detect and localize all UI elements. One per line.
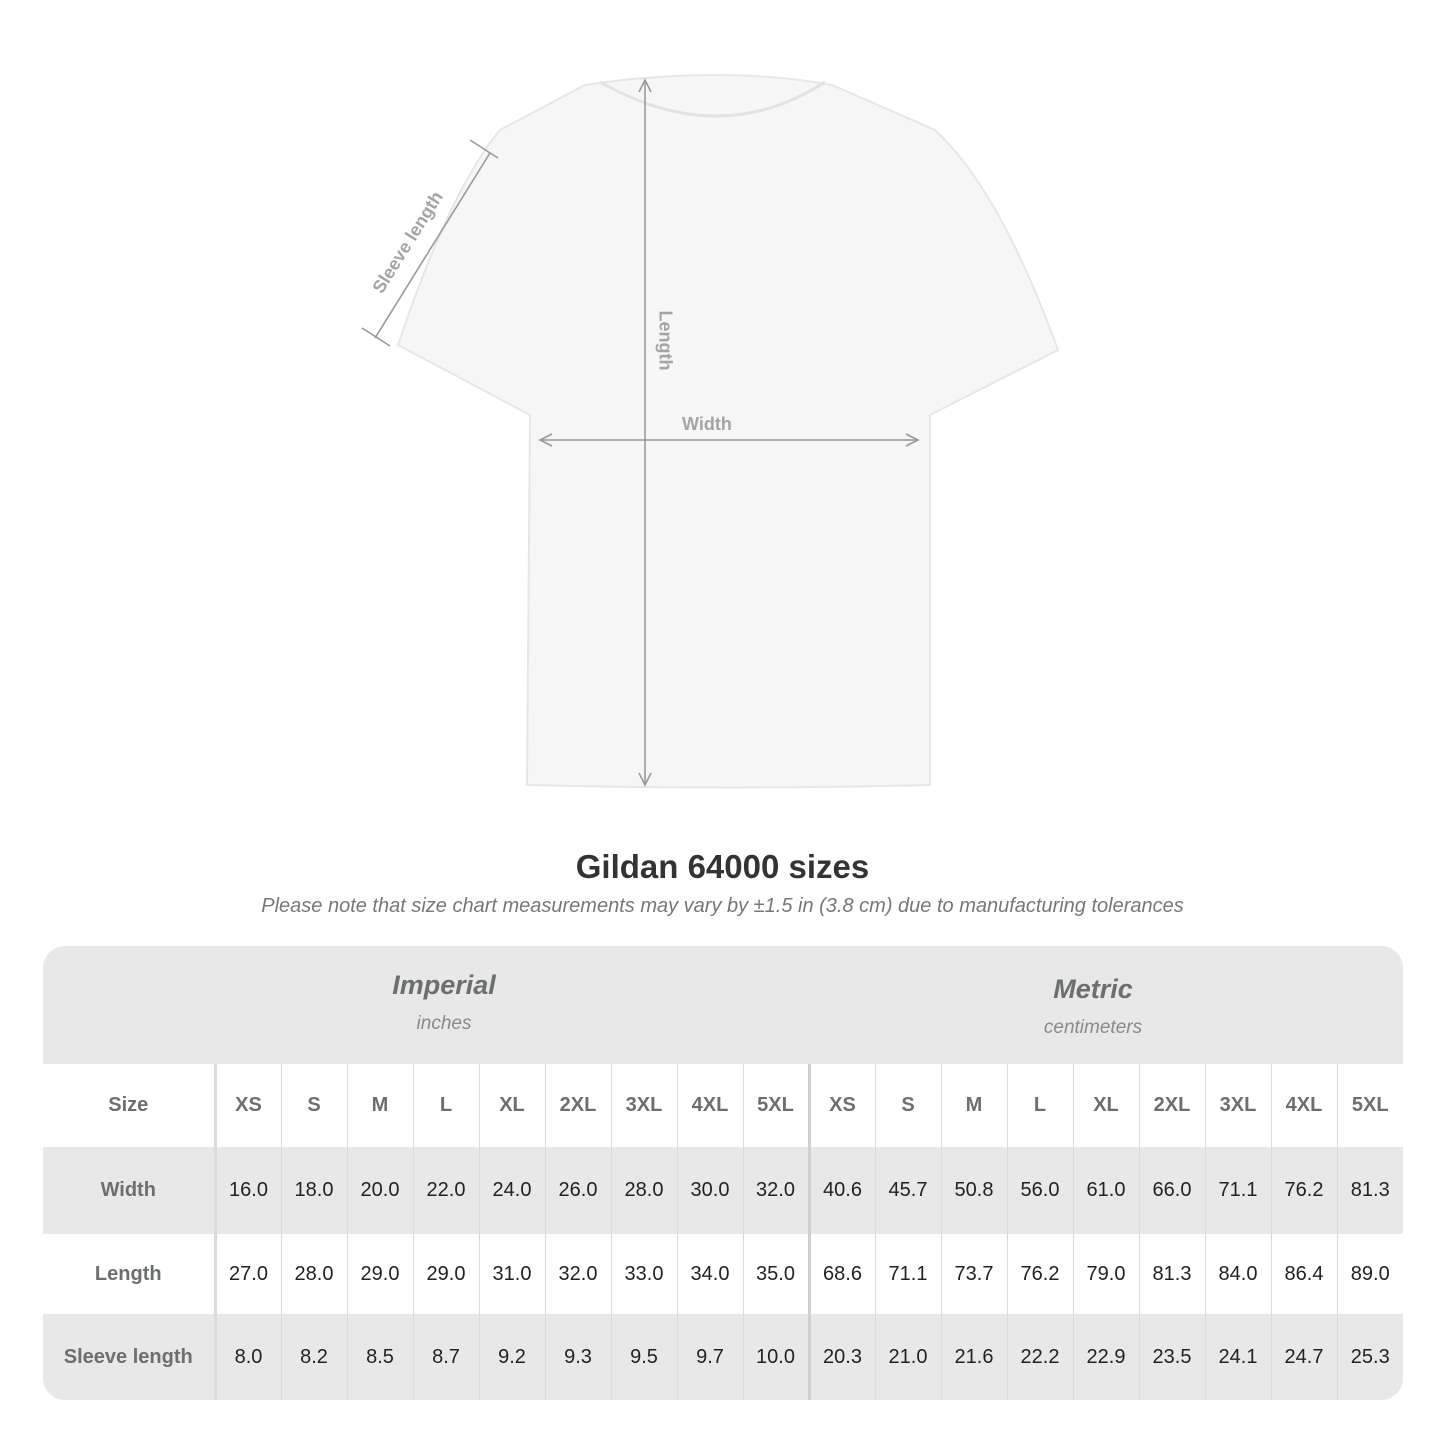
imperial-size-header: 4XL: [676, 1064, 743, 1147]
imperial-value: 18.0: [280, 1147, 347, 1234]
imperial-size-header: S: [280, 1064, 347, 1147]
metric-size-header: 4XL: [1270, 1064, 1337, 1147]
metric-value: 73.7: [940, 1234, 1007, 1314]
table-row: Width 16.0 18.0 20.0 22.0 24.0 26.0 28.0 30.0 32.…: [43, 1147, 1403, 1234]
metric-value: 61.0: [1072, 1147, 1139, 1234]
sleeve-arrow: [374, 152, 491, 339]
imperial-size-header: 2XL: [544, 1064, 611, 1147]
metric-value: 86.4: [1270, 1234, 1337, 1314]
row-label: Length: [43, 1234, 217, 1314]
metric-size-header: XS: [807, 1064, 875, 1147]
imperial-size-header: XS: [214, 1064, 281, 1147]
metric-size-header: L: [1006, 1064, 1073, 1147]
metric-size-header: XL: [1072, 1064, 1139, 1147]
metric-size-header: 2XL: [1138, 1064, 1205, 1147]
imperial-value: 29.0: [412, 1234, 479, 1314]
imperial-value: 33.0: [610, 1234, 677, 1314]
metric-title: Metric: [1053, 974, 1133, 1004]
imperial-value: 35.0: [742, 1234, 809, 1314]
imperial-value: 31.0: [478, 1234, 545, 1314]
imperial-value: 28.0: [280, 1234, 347, 1314]
metric-value: 24.1: [1204, 1314, 1271, 1400]
metric-value: 21.0: [874, 1314, 941, 1400]
metric-size-header: 3XL: [1204, 1064, 1271, 1147]
metric-value: 24.7: [1270, 1314, 1337, 1400]
imperial-value: 9.7: [676, 1314, 743, 1400]
imperial-value: 10.0: [742, 1314, 809, 1400]
imperial-value: 9.2: [478, 1314, 545, 1400]
metric-value: 68.6: [807, 1234, 875, 1314]
imperial-value: 29.0: [346, 1234, 413, 1314]
metric-value: 40.6: [807, 1147, 875, 1234]
imperial-value: 32.0: [544, 1234, 611, 1314]
imperial-value: 8.5: [346, 1314, 413, 1400]
metric-header: Metric centimeters: [893, 974, 1293, 1039]
tshirt-diagram: [361, 74, 1060, 789]
imperial-size-header: M: [346, 1064, 413, 1147]
metric-size-header: S: [874, 1064, 941, 1147]
width-label: Width: [682, 414, 732, 434]
metric-value: 76.2: [1270, 1147, 1337, 1234]
metric-value: 56.0: [1006, 1147, 1073, 1234]
table-row: Sleeve length 8.0 8.2 8.5 8.7 9.2 9.3 9.5 9.7 10.…: [43, 1314, 1403, 1400]
size-table: Size XS S M L XL 2XL 3XL 4XL 5XL XS S M L XL 2XL 3XL 4XL 5…: [43, 1064, 1403, 1400]
imperial-value: 26.0: [544, 1147, 611, 1234]
imperial-value: 20.0: [346, 1147, 413, 1234]
imperial-value: 28.0: [610, 1147, 677, 1234]
imperial-value: 16.0: [214, 1147, 281, 1234]
metric-value: 20.3: [807, 1314, 875, 1400]
tshirt-shape: [396, 74, 1060, 789]
metric-value: 45.7: [874, 1147, 941, 1234]
metric-value: 81.3: [1336, 1147, 1403, 1234]
imperial-value: 9.3: [544, 1314, 611, 1400]
imperial-value: 22.0: [412, 1147, 479, 1234]
imperial-title: Imperial: [392, 970, 496, 1000]
metric-value: 66.0: [1138, 1147, 1205, 1234]
imperial-size-header: XL: [478, 1064, 545, 1147]
table-row: Length 27.0 28.0 29.0 29.0 31.0 32.0 33.0 34.0 35…: [43, 1234, 1403, 1314]
metric-value: 21.6: [940, 1314, 1007, 1400]
metric-value: 76.2: [1006, 1234, 1073, 1314]
metric-size-header: M: [940, 1064, 1007, 1147]
metric-size-header: 5XL: [1336, 1064, 1403, 1147]
metric-value: 79.0: [1072, 1234, 1139, 1314]
imperial-value: 30.0: [676, 1147, 743, 1234]
metric-value: 81.3: [1138, 1234, 1205, 1314]
imperial-size-header: 3XL: [610, 1064, 677, 1147]
tolerance-note: Please note that size chart measurements…: [261, 895, 1184, 917]
metric-value: 22.2: [1006, 1314, 1073, 1400]
row-label: Width: [43, 1147, 217, 1234]
row-label: Sleeve length: [43, 1314, 217, 1400]
size-header-row: Size XS S M L XL 2XL 3XL 4XL 5XL XS S M L XL 2XL 3XL 4XL 5…: [43, 1064, 1403, 1147]
metric-value: 23.5: [1138, 1314, 1205, 1400]
page-title: Gildan 64000 sizes: [575, 848, 870, 885]
metric-value: 89.0: [1336, 1234, 1403, 1314]
metric-value: 71.1: [1204, 1147, 1271, 1234]
metric-value: 84.0: [1204, 1234, 1271, 1314]
metric-value: 25.3: [1336, 1314, 1403, 1400]
imperial-unit: inches: [416, 1013, 472, 1034]
imperial-size-header: L: [412, 1064, 479, 1147]
size-table-panel: Imperial inches Metric centimeters Size X…: [43, 946, 1403, 1400]
imperial-value: 32.0: [742, 1147, 809, 1234]
imperial-header: Imperial inches: [244, 970, 644, 1035]
metric-unit: centimeters: [1043, 1017, 1143, 1038]
metric-value: 71.1: [874, 1234, 941, 1314]
metric-value: 22.9: [1072, 1314, 1139, 1400]
imperial-value: 8.2: [280, 1314, 347, 1400]
imperial-value: 8.0: [214, 1314, 281, 1400]
imperial-size-header: 5XL: [742, 1064, 809, 1147]
imperial-value: 9.5: [610, 1314, 677, 1400]
metric-value: 50.8: [940, 1147, 1007, 1234]
imperial-value: 27.0: [214, 1234, 281, 1314]
row-label: Size: [43, 1064, 217, 1147]
imperial-value: 8.7: [412, 1314, 479, 1400]
imperial-value: 24.0: [478, 1147, 545, 1234]
imperial-value: 34.0: [676, 1234, 743, 1314]
length-label: Length: [655, 310, 676, 371]
